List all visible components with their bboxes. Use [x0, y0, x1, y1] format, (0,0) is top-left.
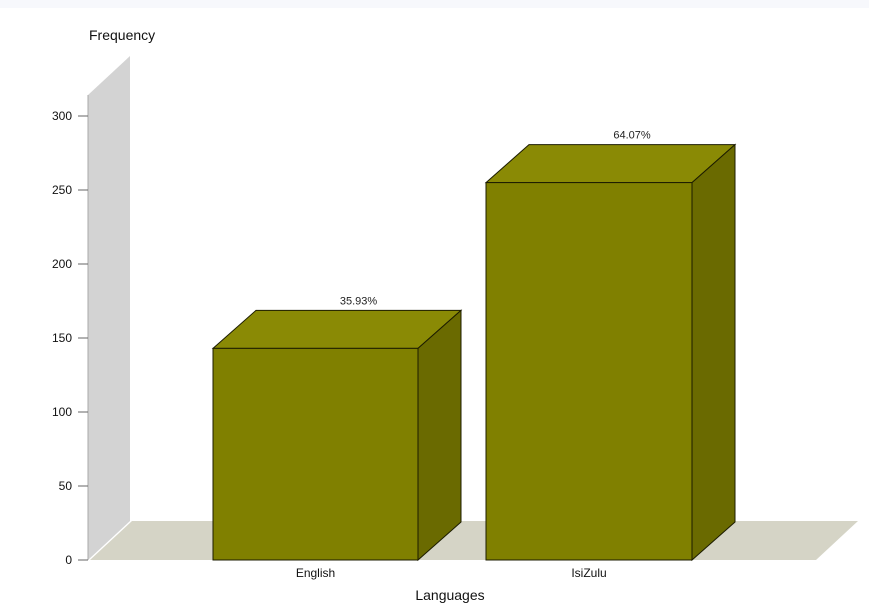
y-tick-label: 0 [65, 553, 72, 567]
data-label: 35.93% [340, 295, 378, 307]
bar-top-face [484, 144, 737, 184]
category-label: IsiZulu [571, 566, 606, 580]
y-tick-label: 300 [52, 109, 72, 123]
x-axis-title: Languages [415, 587, 484, 603]
y-axis-title: Frequency [89, 27, 155, 43]
y-tick-label: 100 [52, 405, 72, 419]
bar [212, 347, 419, 561]
bar-side-face [417, 309, 462, 562]
y-tick-label: 200 [52, 257, 72, 271]
data-label: 64.07% [613, 130, 651, 142]
bar [485, 182, 693, 561]
y-tick-label: 250 [52, 183, 72, 197]
y-tick-label: 50 [59, 479, 73, 493]
bar-side-face [691, 143, 736, 562]
floor-plane [90, 521, 858, 560]
y-tick-label: 150 [52, 331, 72, 345]
category-label: English [296, 566, 335, 580]
top-strip [0, 0, 869, 8]
wall-plane [88, 56, 130, 560]
